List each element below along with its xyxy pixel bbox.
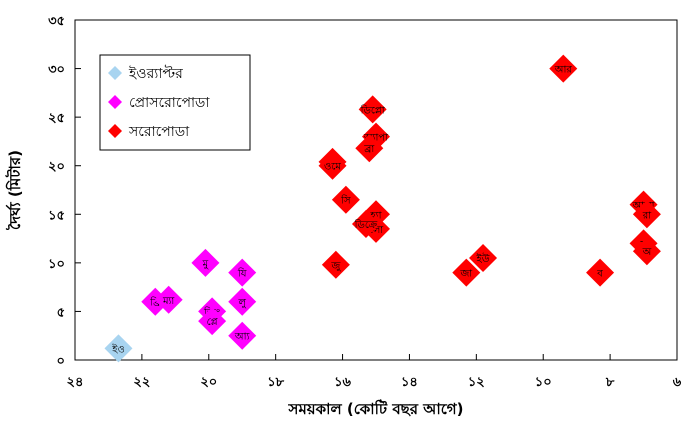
data-point-label: সি bbox=[340, 195, 351, 207]
legend: ইওর‍্যাপ্টর প্রোসরোপোডা সরোপোডা bbox=[99, 54, 251, 151]
data-point-label: লো bbox=[369, 225, 385, 236]
data-point-label: ব্রি bbox=[149, 297, 161, 309]
data-point bbox=[104, 334, 133, 363]
x-tick-label: ২৪ bbox=[67, 375, 84, 390]
x-tick-label: ১৬ bbox=[334, 375, 351, 390]
data-point-label: জু bbox=[330, 261, 341, 272]
data-points: ইওব্রিম্যামুজিংপ্লেযিলুআ্যআরডিপ্লোঅ্যাপা… bbox=[104, 54, 661, 363]
data-point bbox=[358, 95, 387, 124]
data-point-label: লু bbox=[237, 298, 246, 309]
y-tick-label: ২৫ bbox=[48, 111, 65, 126]
legend-marker bbox=[108, 95, 122, 109]
data-point-label: অ্যাপা bbox=[363, 133, 389, 144]
y-tick-label: ১৫ bbox=[48, 208, 65, 223]
data-point-label: যি bbox=[237, 268, 247, 280]
series-group: ইও bbox=[104, 334, 133, 363]
data-point-label: অ bbox=[642, 247, 652, 258]
data-point-label: আ্য bbox=[234, 332, 251, 343]
series-group: আরডিপ্লোঅ্যাপাব্রামাওমেসিহ্যালোডিক্রেজুই… bbox=[318, 54, 661, 287]
data-point-label: ডিক্রে bbox=[354, 219, 378, 231]
y-axis-title: দৈর্ঘ্য (মিটার) bbox=[5, 150, 24, 231]
series-group: ব্রিম্যামুজিংপ্লেযিলুআ্য bbox=[141, 248, 257, 350]
legend-marker bbox=[108, 124, 122, 138]
data-point bbox=[154, 285, 183, 314]
data-point bbox=[228, 321, 257, 350]
data-point bbox=[331, 185, 360, 214]
data-point-label: প্লে bbox=[207, 317, 218, 328]
legend-label: সরোপোডা bbox=[128, 124, 190, 140]
data-point bbox=[355, 134, 384, 163]
data-point bbox=[452, 258, 481, 287]
data-point bbox=[228, 258, 257, 287]
data-point bbox=[632, 200, 661, 229]
y-tick-label: ৩৫ bbox=[48, 14, 65, 29]
y-tick-label: ১০ bbox=[48, 257, 65, 272]
legend-label: ইওর‍্যাপ্টর bbox=[128, 65, 183, 82]
data-point-label: রা bbox=[642, 210, 653, 221]
data-point-label: ব bbox=[596, 269, 603, 280]
data-point bbox=[228, 287, 257, 316]
y-tick-label: ২০ bbox=[48, 160, 65, 175]
data-point bbox=[586, 258, 615, 287]
x-tick-label: ১৮ bbox=[267, 375, 284, 390]
y-tick-label: ৫ bbox=[57, 305, 65, 320]
data-point bbox=[191, 248, 220, 277]
y-tick-label: ০ bbox=[57, 354, 65, 369]
data-point-label: আর bbox=[554, 65, 573, 76]
data-point bbox=[351, 210, 380, 238]
data-point-label: ডিপ্লো bbox=[360, 104, 386, 116]
x-tick-label: ১৪ bbox=[401, 375, 418, 390]
data-point bbox=[632, 237, 661, 266]
plot-frame bbox=[74, 19, 678, 361]
data-point-label: ইউ bbox=[476, 252, 490, 265]
x-tick-label: ১০ bbox=[535, 375, 552, 390]
data-point-label: জা bbox=[459, 269, 473, 280]
data-point-label: মু bbox=[202, 259, 210, 270]
x-tick-label: ৮ bbox=[605, 375, 615, 390]
data-point bbox=[318, 151, 347, 180]
data-point-label: ওমে bbox=[324, 162, 341, 173]
y-tick-label: ৩০ bbox=[48, 63, 65, 78]
data-point bbox=[469, 244, 498, 272]
x-tick-label: ২০ bbox=[200, 375, 217, 390]
data-point-label: ম্যা bbox=[162, 296, 175, 307]
x-axis-title: সময়কাল (কোটি বছর আগে) bbox=[288, 399, 464, 418]
legend-label: প্রোসরোপোডা bbox=[129, 95, 210, 111]
x-tick-label: ৬ bbox=[673, 375, 682, 390]
x-tick-label: ২২ bbox=[133, 375, 150, 390]
legend-marker bbox=[108, 66, 122, 80]
data-point-label: ব্রা bbox=[363, 144, 375, 155]
axes: ০ ৫ ১০ ১৫ ২০ ২৫ ৩০ ৩৫ ২৪ ২২ ২০ ১৮ ১৬ ১৪ ১২ ১০ ৮ ৬ bbox=[48, 14, 682, 390]
data-point-label: ইও bbox=[111, 343, 125, 355]
data-point bbox=[549, 54, 578, 83]
x-tick-label: ১২ bbox=[468, 375, 485, 390]
data-point bbox=[198, 307, 227, 336]
legend-box bbox=[99, 54, 251, 151]
data-point bbox=[321, 250, 350, 279]
